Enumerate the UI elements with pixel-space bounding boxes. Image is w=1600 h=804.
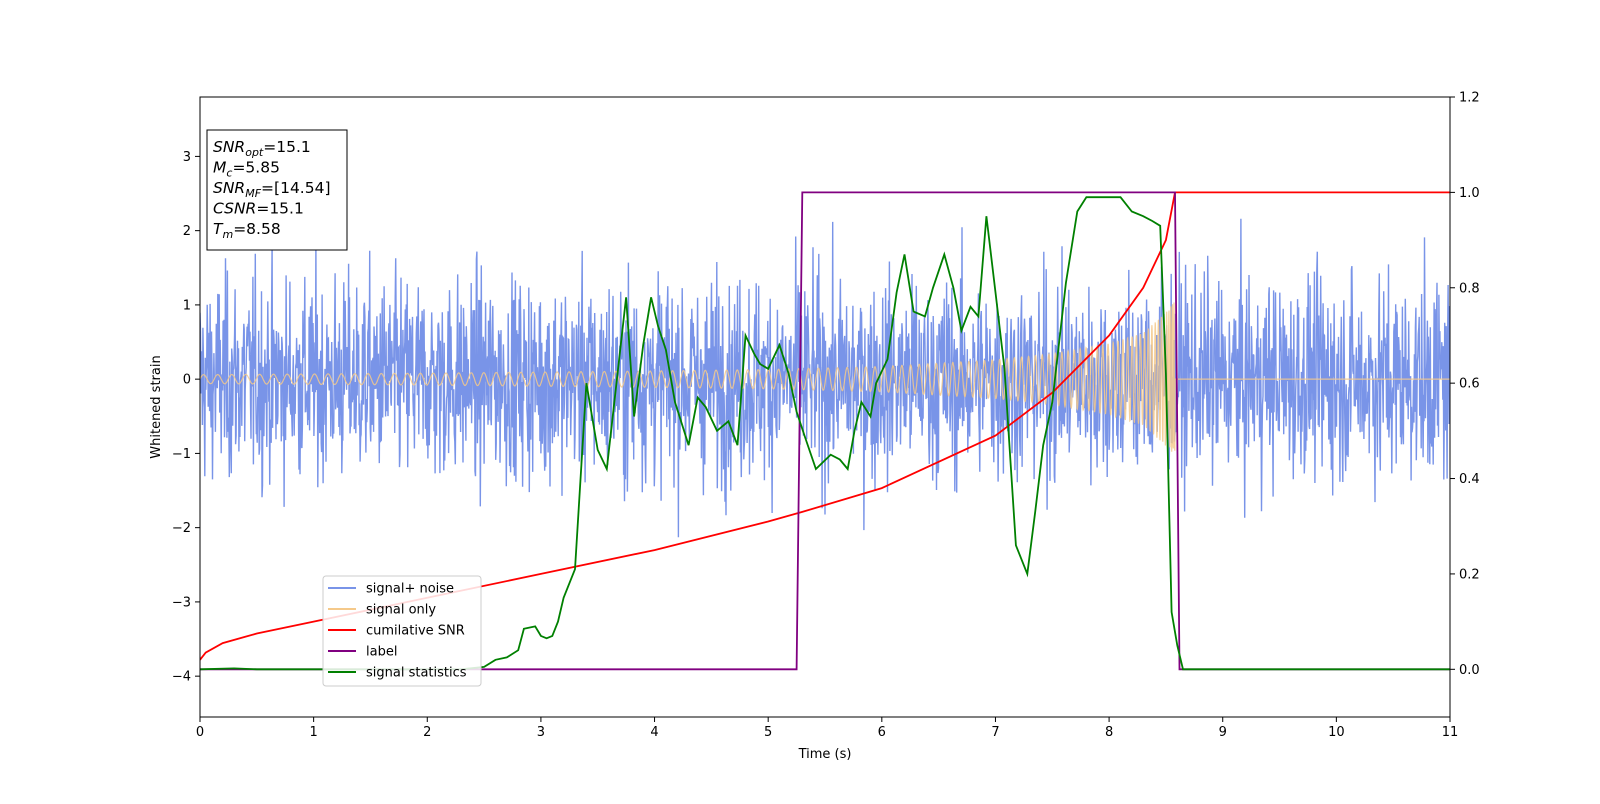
y-right-tick-label: 0.8 <box>1459 281 1480 296</box>
legend-label: signal only <box>366 603 436 618</box>
x-tick-label: 6 <box>878 725 886 740</box>
y-axis-label: Whitened strain <box>149 355 164 458</box>
y-left-tick-label: −4 <box>172 670 191 685</box>
x-tick-label: 0 <box>196 725 204 740</box>
y-right-tick-label: 0.4 <box>1459 472 1480 487</box>
y-right-tick-label: 0.6 <box>1459 377 1480 392</box>
legend: signal+ noise signal only cumilative SNR la… <box>322 575 482 687</box>
info-line: SNRMF=[14.54] <box>213 179 331 200</box>
info-line: Mc=5.85 <box>213 159 280 180</box>
y-left-tick-label: 0 <box>183 373 191 388</box>
y-right-tick-label: 0.0 <box>1459 663 1480 678</box>
x-tick-label: 7 <box>991 725 999 740</box>
y-left-tick-label: 2 <box>183 224 191 239</box>
legend-label: signal+ noise <box>366 582 454 597</box>
info-line: SNRopt=15.1 <box>213 138 311 159</box>
series-layer <box>200 191 1450 671</box>
x-tick-label: 11 <box>1442 725 1459 740</box>
info-box: SNRopt=15.1Mc=5.85SNRMF=[14.54]CSNR=15.1… <box>206 129 348 251</box>
y-right-tick-label: 0.2 <box>1459 567 1480 582</box>
legend-label: signal statistics <box>366 666 467 681</box>
y-left-tick-label: 1 <box>183 298 191 313</box>
x-tick-label: 8 <box>1105 725 1113 740</box>
x-tick-label: 1 <box>309 725 317 740</box>
y-right-tick-label: 1.2 <box>1459 91 1480 106</box>
plot-frame <box>199 96 1451 718</box>
series-line-signal-noise <box>200 218 1450 538</box>
series-line-signal-only <box>200 302 1450 452</box>
x-axis-label: Time (s) <box>798 747 852 762</box>
legend-frame <box>322 575 482 687</box>
info-line: CSNR=15.1 <box>213 200 304 218</box>
ticks-layer: 0 1 2 3 4 5 6 7 8 9 10 11 −4 −3 −2 −1 0 1 2 3 0.0 0.2 0.4 0.6 0.… <box>172 91 1480 741</box>
x-tick-label: 4 <box>650 725 658 740</box>
x-tick-label: 2 <box>423 725 431 740</box>
y-right-tick-label: 1.0 <box>1459 186 1480 201</box>
legend-label: cumilative SNR <box>366 624 465 639</box>
x-tick-label: 10 <box>1328 725 1345 740</box>
x-tick-label: 9 <box>1219 725 1227 740</box>
y-left-tick-label: −1 <box>172 447 191 462</box>
legend-label: label <box>366 645 397 660</box>
info-box-frame <box>206 129 348 251</box>
y-left-tick-label: −3 <box>172 595 191 610</box>
x-tick-label: 3 <box>537 725 545 740</box>
series-line-cumilative-snr <box>200 191 1450 661</box>
info-line: Tm=8.58 <box>213 220 281 241</box>
y-left-tick-label: 3 <box>183 150 191 165</box>
series-line-signal-statistics <box>200 196 1450 671</box>
x-tick-label: 5 <box>764 725 772 740</box>
y-left-tick-label: −2 <box>172 521 191 536</box>
